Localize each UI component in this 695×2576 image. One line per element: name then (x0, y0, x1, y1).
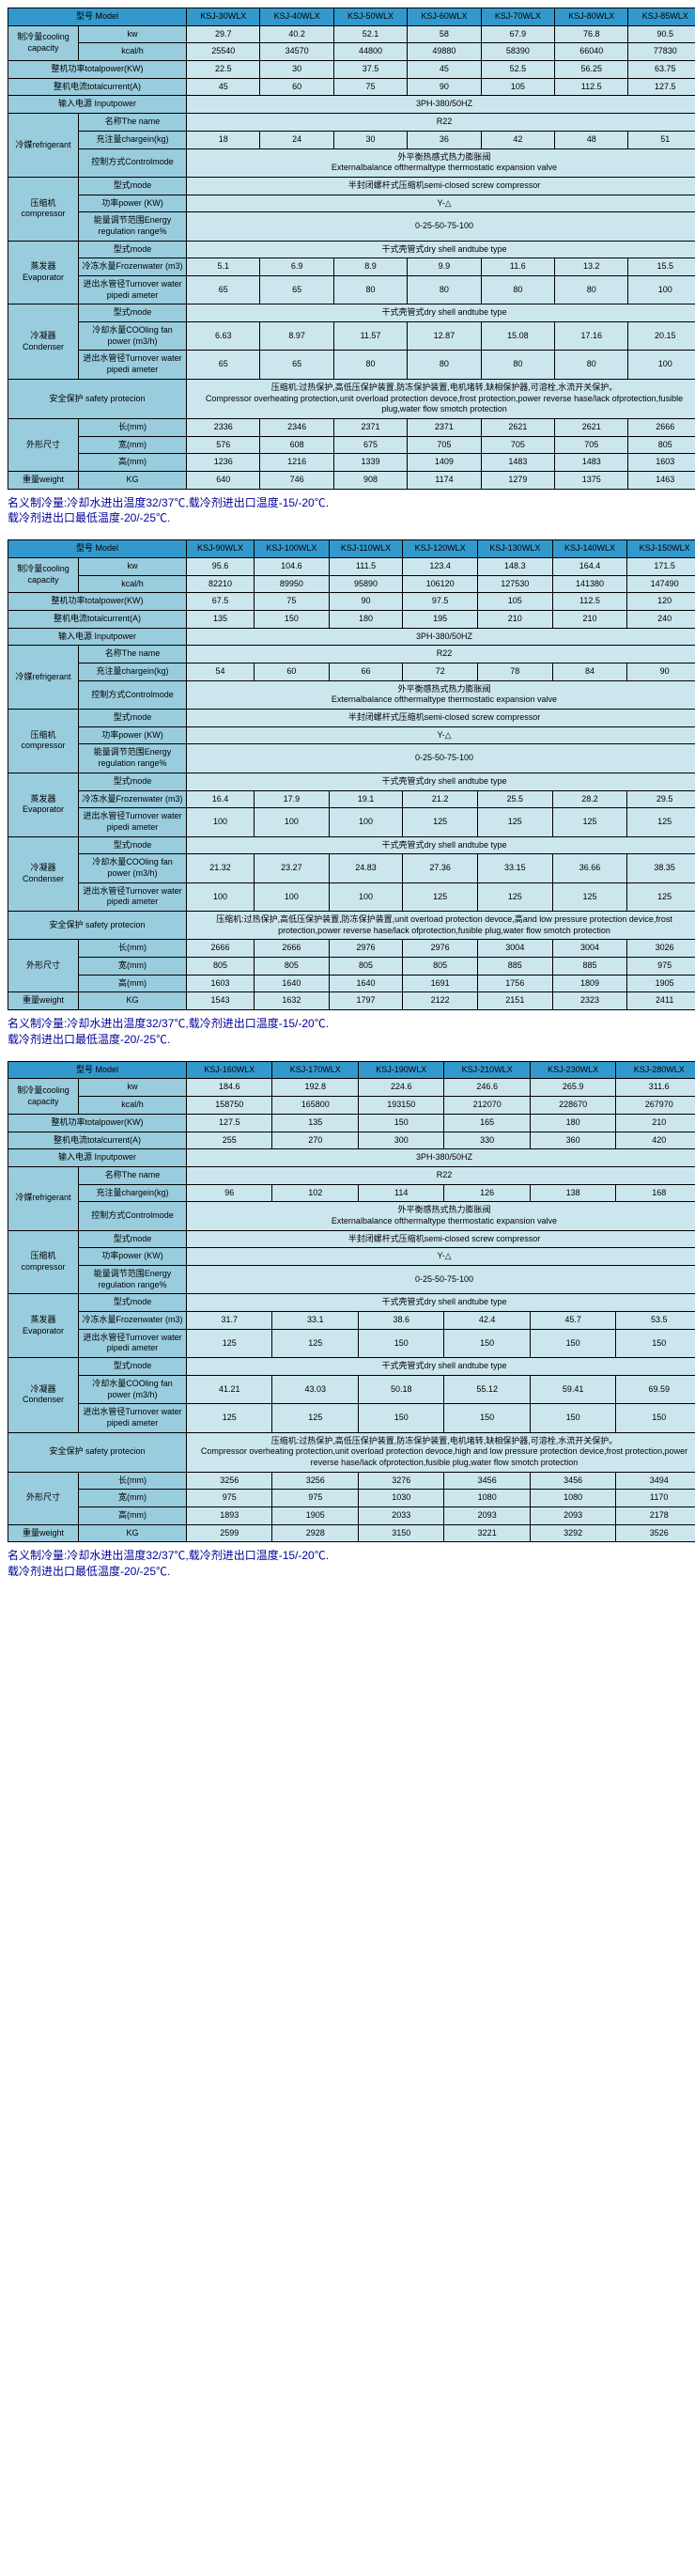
ref-ctrl-cell: 外平衡热感式热力膨胀阀Externalbalance ofthermaltype… (187, 148, 695, 177)
spec-table-2: 型号 ModelKSJ-90WLXKSJ-100WLXKSJ-110WLXKSJ… (8, 539, 695, 1010)
spec-table-3: 型号 ModelKSJ-160WLXKSJ-170WLXKSJ-190WLXKS… (8, 1061, 695, 1543)
note-2: 名义制冷量:冷却水进出温度32/37℃,载冷剂进出口温度-15/-20℃. 载冷… (8, 1016, 695, 1048)
note-3: 名义制冷量:冷却水进出温度32/37℃,载冷剂进出口温度-15/-20℃. 载冷… (8, 1548, 695, 1580)
spec-table-1: 型号 ModelKSJ-30WLXKSJ-40WLXKSJ-50WLXKSJ-6… (8, 8, 695, 490)
lbl-model: 型号 Model (8, 8, 187, 26)
safety-cell-1: 压缩机:过热保护,高低压保护装置,防冻保护装置,电机堵转,缺相保护器,可溶栓,水… (187, 379, 695, 418)
note-1: 名义制冷量:冷却水进出温度32/37℃,载冷剂进出口温度-15/-20℃. 载冷… (8, 495, 695, 527)
